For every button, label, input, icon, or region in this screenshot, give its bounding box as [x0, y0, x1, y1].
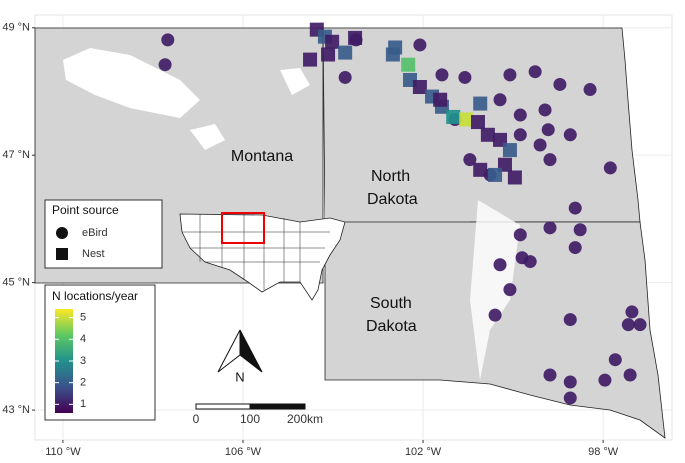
ebird-point — [338, 70, 352, 84]
legend-label: eBird — [82, 227, 108, 239]
north-label: N — [235, 369, 244, 384]
state-label: Montana — [231, 148, 293, 165]
ebird-point — [543, 368, 557, 382]
ebird-point — [503, 68, 517, 82]
legend-key — [56, 227, 68, 239]
colorbar-label: 5 — [80, 312, 86, 324]
legend-label: Nest — [82, 248, 105, 260]
ebird-point — [503, 283, 517, 297]
legend-title: Point source — [52, 203, 119, 217]
colorbar-ticks: 1 2 3 4 5 — [55, 312, 86, 410]
ebird-point — [573, 223, 587, 237]
ebird-point — [513, 108, 527, 122]
nest-point — [470, 115, 485, 130]
nest-point — [325, 34, 340, 49]
x-tick-label: 106 °W — [225, 446, 262, 458]
nest-point — [412, 80, 427, 95]
y-tick-label: 43 °N — [2, 404, 30, 416]
colorbar-label: 2 — [80, 377, 86, 389]
nest-point — [446, 109, 461, 124]
state-label: South — [370, 295, 412, 312]
x-tick-label: 98 °W — [588, 446, 619, 458]
ebird-point — [493, 258, 507, 272]
scale-label: 200km — [287, 412, 323, 426]
ebird-point — [543, 221, 557, 235]
nest-point — [338, 45, 353, 60]
nest-point — [473, 162, 488, 177]
unsuitable-area — [470, 200, 520, 380]
y-tick-label: 49 °N — [2, 22, 30, 34]
scale-bar — [195, 403, 251, 410]
ebird-point — [621, 318, 635, 332]
ebird-point — [463, 153, 477, 167]
north-arrow — [217, 329, 263, 373]
nest-point — [459, 112, 474, 127]
scale-label: 0 — [193, 412, 200, 426]
scale-bar — [249, 403, 306, 410]
ebird-point — [413, 38, 427, 52]
ebird-point — [583, 83, 597, 97]
nd-west — [325, 70, 478, 222]
ebird-point — [625, 305, 639, 319]
nest-point — [473, 96, 488, 111]
ebird-point — [633, 318, 647, 332]
legend-key — [56, 248, 68, 260]
ebird-point — [513, 228, 527, 242]
ebird-point — [541, 123, 555, 137]
ebird-point — [523, 255, 537, 269]
ebird-point — [458, 70, 472, 84]
colorbar-title: N locations/year — [52, 289, 138, 303]
points — [158, 22, 647, 405]
nest-point — [321, 47, 336, 62]
ebird-point — [543, 153, 557, 167]
state-label: North — [371, 168, 410, 185]
ebird-point — [568, 241, 582, 255]
ebird-point — [623, 368, 637, 382]
ebird-point — [528, 65, 542, 79]
nest-point — [502, 143, 517, 158]
ebird-point — [493, 93, 507, 107]
x-tick-label: 102 °W — [405, 446, 442, 458]
ebird-point — [158, 58, 172, 72]
ebird-point — [533, 138, 547, 152]
ebird-point — [603, 161, 617, 175]
colorbar-label: 4 — [80, 333, 86, 345]
inset-us-map — [179, 212, 346, 301]
ebird-point — [608, 353, 622, 367]
ebird-point — [563, 128, 577, 142]
y-tick-label: 45 °N — [2, 277, 30, 289]
ebird-point — [563, 391, 577, 405]
ebird-point — [598, 373, 612, 387]
ebird-point — [513, 128, 527, 142]
nest-point — [488, 167, 503, 182]
ebird-point — [563, 313, 577, 327]
ebird-point — [568, 201, 582, 215]
ebird-point — [161, 33, 175, 47]
ebird-point — [488, 308, 502, 322]
ebird-point — [538, 103, 552, 117]
state-label: Dakota — [367, 191, 418, 208]
nest-point — [348, 30, 363, 45]
ebird-point — [435, 68, 449, 82]
scale-label: 100 — [240, 412, 260, 426]
nest-point — [433, 92, 448, 107]
colorbar — [55, 309, 73, 413]
unsuitable-area — [63, 48, 310, 150]
colorbar-label: 3 — [80, 355, 86, 367]
y-tick-label: 47 °N — [2, 149, 30, 161]
south-dakota — [324, 221, 666, 439]
ebird-point — [553, 77, 567, 91]
x-tick-label: 110 °W — [45, 446, 81, 458]
nest-point — [401, 57, 416, 72]
state-label: Dakota — [366, 318, 417, 335]
nest-point — [303, 52, 318, 67]
nest-point — [388, 40, 403, 55]
colorbar-label: 1 — [80, 398, 86, 410]
ebird-point — [563, 375, 577, 389]
nest-point — [507, 170, 522, 185]
nest-point — [480, 127, 495, 142]
